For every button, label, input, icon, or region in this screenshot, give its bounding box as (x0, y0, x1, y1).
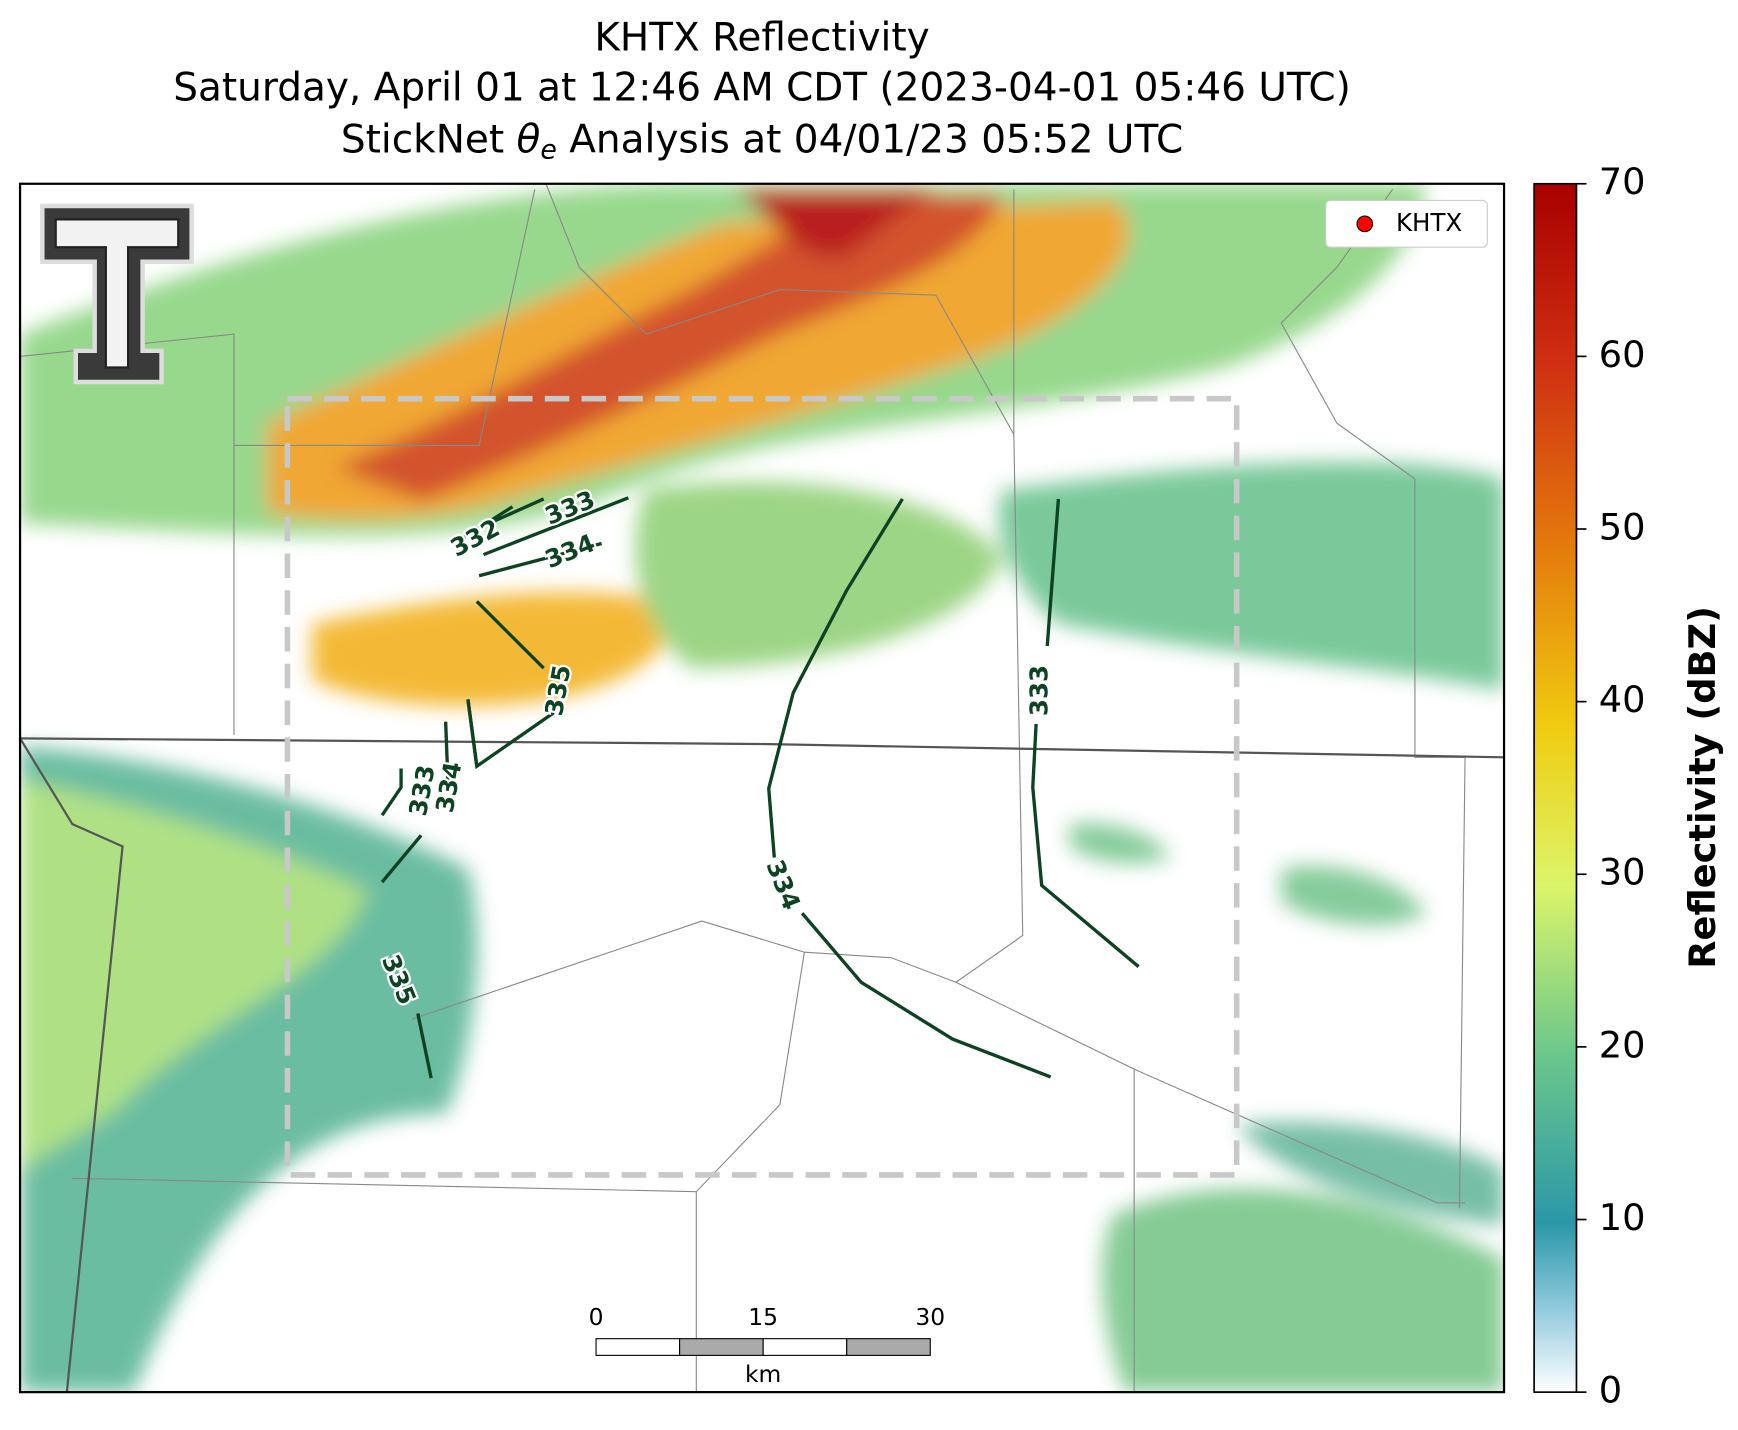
scale-label: 15 (748, 1303, 778, 1331)
county-borders (20, 183, 1466, 1393)
radar-echoes (20, 183, 1505, 1393)
theta-e-contours (380, 496, 1140, 1079)
legend-box (1325, 199, 1488, 248)
title-subscript: e (540, 134, 556, 165)
map: KHTX 0 15 30 km 332333334335333334335334… (20, 183, 1505, 1393)
legend-marker (1356, 215, 1374, 233)
colorbar-tick-label: 10 (1599, 1196, 1646, 1239)
map-frame (18, 182, 1506, 1394)
title-part: StickNet (341, 117, 517, 162)
colorbar-tick-label: 30 (1599, 851, 1646, 894)
analysis-title: StickNet θe Analysis at 04/01/23 05:52 U… (341, 117, 1183, 165)
colorbar-tick-label: 20 (1599, 1023, 1646, 1066)
subtitle: Saturday, April 01 at 12:46 AM CDT (2023… (173, 66, 1351, 111)
scale-bar: 0 15 30 km (589, 1303, 946, 1388)
colorbar-tick-label: 60 (1599, 333, 1646, 376)
contour-label: 333 (1025, 665, 1054, 716)
colorbar-label: Reflectivity (dBZ) (1681, 606, 1724, 969)
legend: KHTX (1325, 199, 1488, 248)
scale-unit: km (745, 1360, 781, 1388)
title-symbol: θ (517, 117, 541, 162)
colorbar-tick-label: 70 (1599, 160, 1646, 203)
state-borders (20, 737, 1505, 1393)
colorbar-tick-label: 50 (1599, 506, 1646, 549)
legend-label: KHTX (1396, 208, 1462, 237)
title: KHTX Reflectivity (594, 16, 929, 61)
university-logo (40, 203, 194, 385)
colorbar-tick-label: 40 (1599, 678, 1646, 721)
colorbar-tick-label: 0 (1599, 1369, 1622, 1412)
scale-label: 30 (915, 1303, 945, 1331)
analysis-domain (284, 395, 1240, 1178)
title-part: Analysis at 04/01/23 05:52 UTC (557, 117, 1183, 162)
colorbar-ticks: 0 10 20 30 40 50 60 70 (1576, 160, 1646, 1412)
scale-label: 0 (589, 1303, 604, 1331)
colorbar (1533, 182, 1578, 1393)
